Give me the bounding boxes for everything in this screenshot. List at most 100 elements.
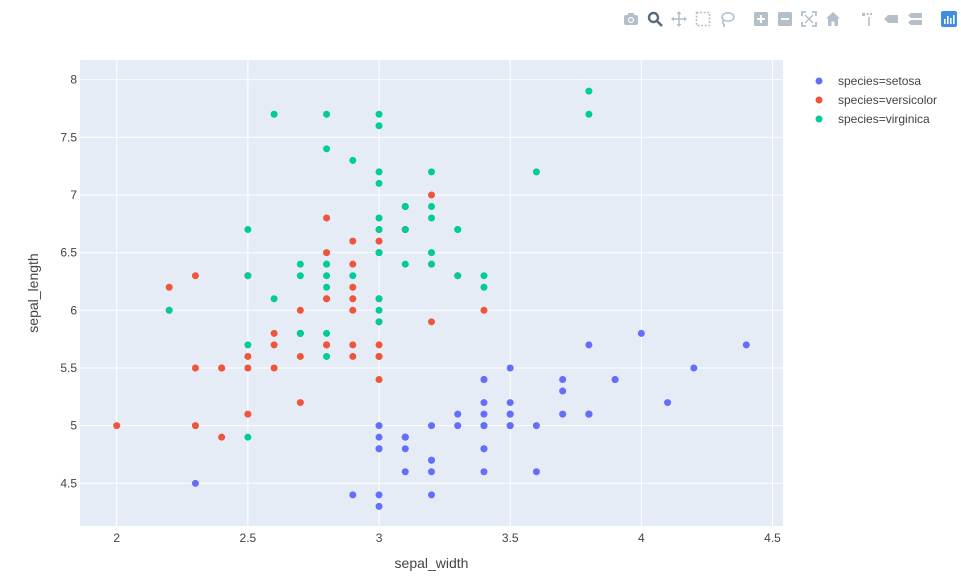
data-point[interactable]: [375, 179, 383, 187]
data-point[interactable]: [401, 445, 409, 453]
data-point[interactable]: [401, 468, 409, 476]
data-point[interactable]: [428, 214, 435, 222]
data-point[interactable]: [454, 422, 462, 430]
data-point[interactable]: [270, 110, 278, 118]
data-point[interactable]: [349, 272, 357, 280]
data-point[interactable]: [401, 226, 409, 234]
lasso-select-button[interactable]: [716, 8, 738, 30]
data-point[interactable]: [428, 260, 435, 268]
data-point[interactable]: [375, 168, 383, 176]
data-point[interactable]: [375, 295, 383, 303]
data-point[interactable]: [191, 422, 199, 430]
data-point[interactable]: [585, 110, 593, 118]
data-point[interactable]: [585, 410, 593, 418]
data-point[interactable]: [375, 341, 383, 349]
plotly-logo-button[interactable]: [938, 8, 960, 30]
data-point[interactable]: [690, 364, 698, 372]
data-point[interactable]: [480, 468, 488, 476]
data-point[interactable]: [349, 295, 357, 303]
data-point[interactable]: [375, 306, 383, 314]
data-point[interactable]: [480, 422, 488, 430]
data-point[interactable]: [191, 479, 199, 487]
hover-closest-button[interactable]: [880, 8, 902, 30]
data-point[interactable]: [559, 376, 567, 384]
data-point[interactable]: [296, 260, 304, 268]
data-point[interactable]: [296, 272, 304, 280]
data-point[interactable]: [375, 502, 383, 510]
data-point[interactable]: [296, 329, 304, 337]
data-point[interactable]: [323, 214, 331, 222]
data-point[interactable]: [454, 272, 462, 280]
data-point[interactable]: [323, 110, 331, 118]
data-point[interactable]: [506, 364, 514, 372]
data-point[interactable]: [349, 156, 357, 164]
data-point[interactable]: [191, 272, 199, 280]
data-point[interactable]: [375, 433, 383, 441]
data-point[interactable]: [375, 422, 383, 430]
data-point[interactable]: [244, 433, 252, 441]
zoom-out-button[interactable]: [774, 8, 796, 30]
data-point[interactable]: [428, 168, 435, 176]
legend-item[interactable]: species=versicolor: [815, 93, 938, 107]
data-point[interactable]: [428, 422, 435, 430]
data-point[interactable]: [349, 341, 357, 349]
data-point[interactable]: [401, 433, 409, 441]
data-point[interactable]: [323, 329, 331, 337]
data-point[interactable]: [349, 491, 357, 499]
data-point[interactable]: [375, 491, 383, 499]
data-point[interactable]: [270, 295, 278, 303]
data-point[interactable]: [244, 410, 252, 418]
data-point[interactable]: [244, 226, 252, 234]
data-point[interactable]: [428, 249, 435, 257]
data-point[interactable]: [296, 306, 304, 314]
box-select-button[interactable]: [692, 8, 714, 30]
data-point[interactable]: [218, 364, 226, 372]
data-point[interactable]: [480, 283, 488, 291]
data-point[interactable]: [375, 237, 383, 245]
data-point[interactable]: [454, 226, 462, 234]
reset-axes-button[interactable]: [822, 8, 844, 30]
data-point[interactable]: [191, 364, 199, 372]
data-point[interactable]: [323, 283, 331, 291]
data-point[interactable]: [349, 306, 357, 314]
data-point[interactable]: [244, 352, 252, 360]
data-point[interactable]: [323, 352, 331, 360]
data-point[interactable]: [165, 283, 173, 291]
data-point[interactable]: [375, 214, 383, 222]
data-point[interactable]: [532, 468, 540, 476]
data-point[interactable]: [323, 249, 331, 257]
pan-button[interactable]: [668, 8, 690, 30]
data-point[interactable]: [270, 329, 278, 337]
data-point[interactable]: [349, 283, 357, 291]
data-point[interactable]: [428, 318, 435, 326]
data-point[interactable]: [323, 145, 331, 153]
data-point[interactable]: [270, 364, 278, 372]
data-point[interactable]: [532, 168, 540, 176]
data-point[interactable]: [401, 202, 409, 210]
zoom-button[interactable]: [644, 8, 666, 30]
legend-item[interactable]: species=setosa: [815, 74, 922, 88]
data-point[interactable]: [585, 341, 593, 349]
data-point[interactable]: [375, 226, 383, 234]
hover-compare-button[interactable]: [904, 8, 926, 30]
data-point[interactable]: [480, 306, 488, 314]
data-point[interactable]: [323, 272, 331, 280]
data-point[interactable]: [244, 364, 252, 372]
zoom-in-button[interactable]: [750, 8, 772, 30]
data-point[interactable]: [375, 110, 383, 118]
data-point[interactable]: [323, 260, 331, 268]
data-point[interactable]: [637, 329, 645, 337]
data-point[interactable]: [454, 410, 462, 418]
data-point[interactable]: [323, 295, 331, 303]
data-point[interactable]: [559, 410, 567, 418]
data-point[interactable]: [296, 399, 304, 407]
camera-button[interactable]: [620, 8, 642, 30]
data-point[interactable]: [506, 399, 514, 407]
data-point[interactable]: [349, 237, 357, 245]
data-point[interactable]: [349, 352, 357, 360]
legend-item[interactable]: species=virginica: [815, 112, 931, 126]
data-point[interactable]: [506, 422, 514, 430]
data-point[interactable]: [480, 410, 488, 418]
data-point[interactable]: [611, 376, 619, 384]
data-point[interactable]: [375, 376, 383, 384]
